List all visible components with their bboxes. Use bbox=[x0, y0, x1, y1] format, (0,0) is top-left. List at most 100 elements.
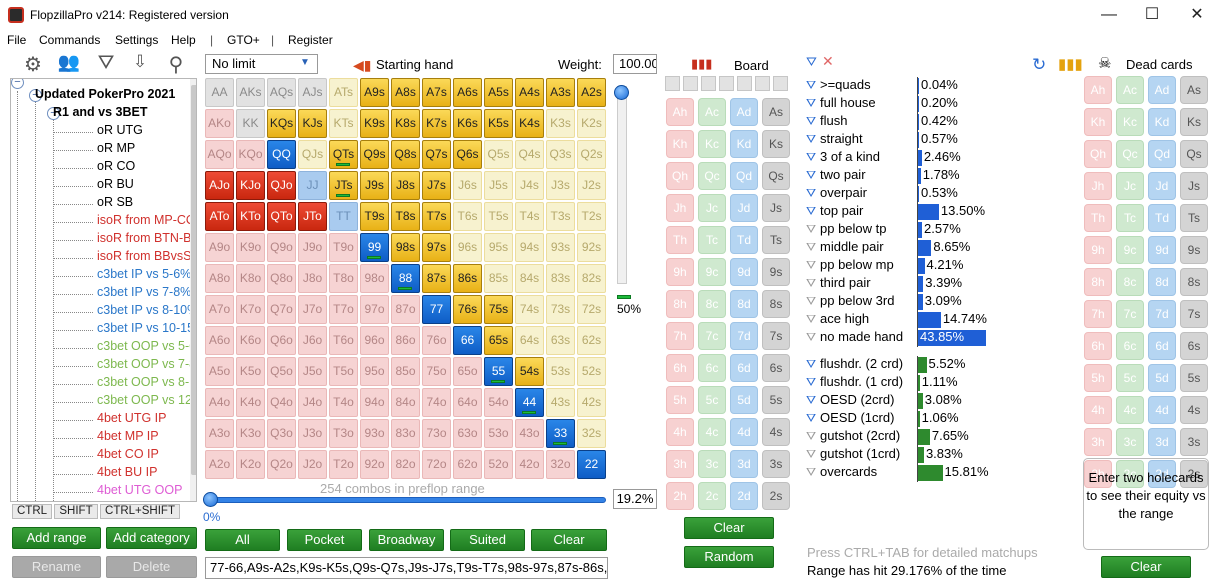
hand-cell[interactable]: 98o bbox=[360, 264, 389, 293]
card-4d[interactable]: 4d bbox=[1148, 396, 1176, 424]
tree-item[interactable]: 4bet CO IP bbox=[97, 447, 159, 461]
hand-cell[interactable]: 97s bbox=[422, 233, 451, 262]
board-slot[interactable] bbox=[719, 76, 734, 91]
hand-cell[interactable]: A6o bbox=[205, 326, 234, 355]
hand-cell[interactable]: 44 bbox=[515, 388, 544, 417]
hand-cell[interactable]: 88 bbox=[391, 264, 420, 293]
card-6d[interactable]: 6d bbox=[1148, 332, 1176, 360]
hand-cell[interactable]: K5s bbox=[484, 109, 513, 138]
hand-cell[interactable]: 76o bbox=[422, 326, 451, 355]
hand-cell[interactable]: J6o bbox=[298, 326, 327, 355]
card-Ah[interactable]: Ah bbox=[666, 98, 694, 126]
card-Jd[interactable]: Jd bbox=[730, 194, 758, 222]
card-Jd[interactable]: Jd bbox=[1148, 172, 1176, 200]
card-Qd[interactable]: Qd bbox=[1148, 140, 1176, 168]
stat-label[interactable]: 3 of a kind bbox=[820, 149, 880, 164]
collapse-icon[interactable]: − bbox=[11, 79, 24, 89]
card-5c[interactable]: 5c bbox=[1116, 364, 1144, 392]
tree-item[interactable]: c3bet OOP vs 8-1 bbox=[97, 375, 197, 389]
card-2s[interactable]: 2s bbox=[1180, 460, 1208, 488]
hand-cell[interactable]: JTs bbox=[329, 171, 358, 200]
hand-cell[interactable]: K5o bbox=[236, 357, 265, 386]
dead-clear-button[interactable]: Clear bbox=[1101, 556, 1191, 578]
hand-cell[interactable]: 83s bbox=[546, 264, 575, 293]
tab-shift[interactable]: SHIFT bbox=[54, 504, 98, 519]
hand-cell[interactable]: J3s bbox=[546, 171, 575, 200]
card-Qd[interactable]: Qd bbox=[730, 162, 758, 190]
hand-cell[interactable]: T2s bbox=[577, 202, 606, 231]
hand-cell[interactable]: J9o bbox=[298, 233, 327, 262]
tab-ctrl[interactable]: CTRL bbox=[12, 504, 52, 519]
card-7h[interactable]: 7h bbox=[666, 322, 694, 350]
hand-cell[interactable]: 66 bbox=[453, 326, 482, 355]
card-Jc[interactable]: Jc bbox=[698, 194, 726, 222]
card-5c[interactable]: 5c bbox=[698, 386, 726, 414]
hand-cell[interactable]: 32s bbox=[577, 419, 606, 448]
hand-cell[interactable]: J8s bbox=[391, 171, 420, 200]
hand-cell[interactable]: J7s bbox=[422, 171, 451, 200]
hand-cell[interactable]: 85s bbox=[484, 264, 513, 293]
card-Kc[interactable]: Kc bbox=[1116, 108, 1144, 136]
tree-scroll-thumb[interactable] bbox=[191, 85, 196, 475]
stat-label[interactable]: two pair bbox=[820, 167, 866, 182]
hand-cell[interactable]: 94o bbox=[360, 388, 389, 417]
hand-cell[interactable]: 65o bbox=[453, 357, 482, 386]
hand-cell[interactable]: Q4o bbox=[267, 388, 296, 417]
card-9d[interactable]: 9d bbox=[730, 258, 758, 286]
hand-cell[interactable]: 77 bbox=[422, 295, 451, 324]
card-Kd[interactable]: Kd bbox=[730, 130, 758, 158]
card-2c[interactable]: 2c bbox=[698, 482, 726, 510]
menu-register[interactable]: Register bbox=[288, 33, 333, 47]
card-3d[interactable]: 3d bbox=[730, 450, 758, 478]
hand-cell[interactable]: 42o bbox=[515, 450, 544, 479]
board-slot[interactable] bbox=[665, 76, 680, 91]
hand-cell[interactable]: 94s bbox=[515, 233, 544, 262]
hand-cell[interactable]: 93o bbox=[360, 419, 389, 448]
card-5s[interactable]: 5s bbox=[762, 386, 790, 414]
card-Kd[interactable]: Kd bbox=[1148, 108, 1176, 136]
tree-item[interactable]: c3bet IP vs 5-6% bbox=[97, 267, 192, 281]
hand-cell[interactable]: 96o bbox=[360, 326, 389, 355]
hand-cell[interactable]: 73s bbox=[546, 295, 575, 324]
card-Ks[interactable]: Ks bbox=[1180, 108, 1208, 136]
hand-cell[interactable]: T9o bbox=[329, 233, 358, 262]
card-Jh[interactable]: Jh bbox=[1084, 172, 1112, 200]
hand-cell[interactable]: 63s bbox=[546, 326, 575, 355]
hand-cell[interactable]: TT bbox=[329, 202, 358, 231]
hand-cell[interactable]: J8o bbox=[298, 264, 327, 293]
hand-cell[interactable]: 54s bbox=[515, 357, 544, 386]
card-7c[interactable]: 7c bbox=[1116, 300, 1144, 328]
card-5s[interactable]: 5s bbox=[1180, 364, 1208, 392]
hand-cell[interactable]: Q9s bbox=[360, 140, 389, 169]
refresh-icon[interactable]: ↻ bbox=[1032, 55, 1047, 74]
card-4s[interactable]: 4s bbox=[762, 418, 790, 446]
rename-button[interactable]: Rename bbox=[12, 556, 101, 578]
stat-label[interactable]: gutshot (1crd) bbox=[820, 446, 901, 461]
hand-cell[interactable]: A7o bbox=[205, 295, 234, 324]
filter-funnel-icon[interactable]: ⛛ bbox=[806, 294, 817, 308]
hand-cell[interactable]: J7o bbox=[298, 295, 327, 324]
stat-label[interactable]: full house bbox=[820, 95, 876, 110]
filter-funnel-icon[interactable]: ⛛ bbox=[806, 204, 817, 218]
card-Qh[interactable]: Qh bbox=[666, 162, 694, 190]
hand-cell[interactable]: T4s bbox=[515, 202, 544, 231]
stat-label[interactable]: OESD (1crd) bbox=[820, 410, 895, 425]
card-5h[interactable]: 5h bbox=[1084, 364, 1112, 392]
stat-label[interactable]: flushdr. (1 crd) bbox=[820, 374, 904, 389]
hand-cell[interactable]: ATo bbox=[205, 202, 234, 231]
hand-cell[interactable]: A4s bbox=[515, 78, 544, 107]
hand-cell[interactable]: K4s bbox=[515, 109, 544, 138]
hand-cell[interactable]: A2o bbox=[205, 450, 234, 479]
card-7c[interactable]: 7c bbox=[698, 322, 726, 350]
hand-cell[interactable]: 65s bbox=[484, 326, 513, 355]
card-4c[interactable]: 4c bbox=[698, 418, 726, 446]
board-slot[interactable] bbox=[701, 76, 716, 91]
hand-cell[interactable]: Q3s bbox=[546, 140, 575, 169]
card-4c[interactable]: 4c bbox=[1116, 396, 1144, 424]
card-Jc[interactable]: Jc bbox=[1116, 172, 1144, 200]
tab-ctrl-shift[interactable]: CTRL+SHIFT bbox=[100, 504, 180, 519]
hand-cell[interactable]: K3o bbox=[236, 419, 265, 448]
filter-funnel-icon[interactable]: ⛛ bbox=[806, 114, 817, 128]
tree-item[interactable]: oR BU bbox=[97, 177, 134, 191]
stat-label[interactable]: pp below tp bbox=[820, 221, 887, 236]
